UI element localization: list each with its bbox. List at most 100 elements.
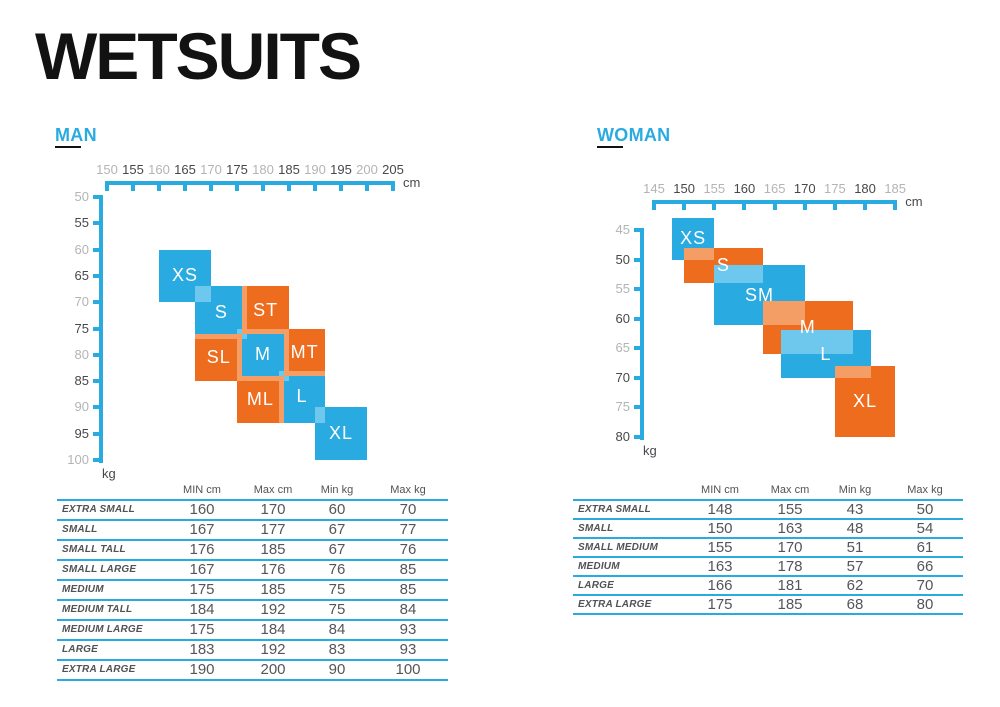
table-rule [57, 579, 448, 581]
x-axis-tick-label: 165 [763, 181, 786, 196]
table-rule [57, 639, 448, 641]
table-cell-value: 166 [707, 576, 733, 594]
chart-heading-underline [597, 146, 623, 148]
y-axis-tick-label: 55 [74, 215, 89, 231]
size-overlap-patch [237, 328, 248, 340]
size-overlap-patch [714, 265, 763, 284]
table-row-label: SMALL LARGE [62, 564, 137, 575]
y-axis-tick [634, 257, 644, 262]
x-axis-tick-label: 185 [278, 162, 300, 177]
table-row-label: EXTRA LARGE [62, 664, 136, 675]
x-axis-tick [105, 181, 109, 191]
x-axis-tick [287, 181, 291, 191]
size-region-st [242, 286, 289, 334]
table-cell-value: 167 [189, 561, 215, 578]
table-cell-value: 85 [399, 561, 417, 578]
table-cell-value: 176 [189, 541, 215, 558]
x-axis-tick [365, 181, 369, 191]
table-cell-value: 51 [846, 538, 864, 556]
y-axis-tick-label: 45 [615, 222, 630, 237]
table-cell-value: 184 [260, 621, 286, 638]
table-header-cell: Max cm [253, 484, 293, 496]
table-cell-value: 60 [328, 501, 346, 518]
size-overlap-patch [237, 375, 243, 382]
size-overlap-patch [315, 407, 326, 424]
size-region-label-s: S [214, 302, 228, 323]
x-axis-line [105, 181, 395, 185]
table-cell-value: 160 [189, 501, 215, 518]
table-cell-value: 100 [395, 661, 421, 678]
size-overlap-patch [278, 375, 284, 424]
table-row-label: SMALL MEDIUM [578, 541, 658, 553]
size-region-label-sl: SL [206, 346, 231, 367]
x-axis-tick-label: 160 [148, 162, 170, 177]
table-cell-value: 93 [399, 641, 417, 658]
table-cell-value: 176 [260, 561, 286, 578]
y-axis-tick-label: 75 [615, 399, 630, 415]
x-axis-tick [183, 181, 187, 191]
x-axis-tick [313, 181, 317, 191]
y-axis-tick [93, 221, 103, 226]
table-rule [57, 499, 448, 501]
y-axis-tick-label: 60 [74, 241, 89, 257]
table-cell-value: 76 [328, 561, 346, 578]
table-cell-value: 170 [260, 501, 286, 518]
y-axis-tick [634, 405, 644, 410]
table-cell-value: 167 [189, 521, 215, 538]
y-axis-tick [93, 405, 103, 410]
x-axis-tick [893, 200, 898, 210]
y-axis-tick [93, 458, 103, 462]
size-overlap-patch [780, 330, 853, 355]
size-overlap-patch [195, 286, 211, 303]
size-overlap-patch [283, 328, 289, 334]
size-region-label-sm: SM [745, 284, 775, 305]
x-axis-tick-label: 180 [854, 181, 876, 196]
x-axis-tick [742, 200, 747, 210]
table-cell-value: 181 [777, 576, 803, 594]
table-cell-value: 84 [328, 621, 346, 638]
table-cell-value: 170 [777, 538, 803, 556]
table-header-cell: Max kg [907, 484, 943, 496]
x-axis-tick-label: 170 [793, 181, 816, 196]
table-rule [57, 659, 448, 661]
size-overlap-patch [283, 370, 326, 376]
x-axis-tick [209, 181, 213, 191]
table-cell-value: 178 [777, 557, 803, 575]
table-cell-value: 84 [399, 601, 417, 618]
y-axis-tick [93, 300, 103, 305]
x-axis-tick-label: 185 [884, 181, 907, 196]
chart-heading-man: MAN [55, 125, 97, 145]
x-axis-tick-label: 180 [252, 162, 274, 177]
table-rule [57, 519, 448, 521]
size-region-label-st: ST [253, 299, 279, 320]
table-cell-value: 75 [328, 601, 346, 618]
size-overlap-patch [242, 328, 289, 334]
table-header-cell: Max kg [390, 484, 426, 496]
size-region-label-xs: XS [171, 265, 198, 286]
x-axis-tick [131, 181, 135, 191]
table-cell-value: 66 [916, 557, 934, 575]
x-axis-tick [802, 200, 807, 210]
size-region-label-l: L [296, 386, 308, 407]
size-overlap-patch [762, 300, 805, 325]
size-overlap-patch [283, 328, 289, 376]
y-axis-unit-label: kg [102, 466, 116, 481]
size-overlap-patch [834, 365, 872, 378]
y-axis-tick [634, 375, 644, 380]
table-cell-value: 90 [328, 661, 346, 678]
y-axis-tick [634, 316, 644, 321]
table-rule [573, 575, 963, 577]
x-axis-tick-label: 190 [304, 162, 326, 177]
chart-heading-woman: WOMAN [597, 125, 671, 145]
table-cell-value: 163 [777, 519, 803, 537]
table-cell-value: 68 [846, 595, 864, 613]
table-row-label: SMALL [62, 524, 98, 535]
y-axis-tick-label: 80 [615, 428, 630, 444]
y-axis-tick-label: 95 [74, 425, 89, 441]
y-axis-line [640, 228, 644, 440]
x-axis-tick-label: 170 [200, 162, 222, 177]
table-cell-value: 150 [707, 519, 733, 537]
table-row-label: MEDIUM LARGE [62, 624, 143, 635]
y-axis-tick [93, 195, 103, 199]
